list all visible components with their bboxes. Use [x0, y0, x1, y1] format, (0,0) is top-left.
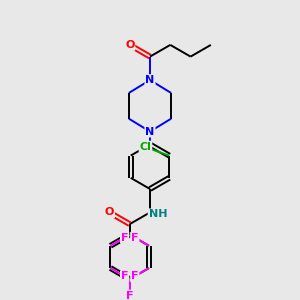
Text: F: F	[131, 232, 139, 243]
Text: F: F	[126, 291, 134, 300]
Text: F: F	[131, 271, 139, 281]
Text: O: O	[105, 207, 114, 218]
Text: F: F	[121, 271, 128, 281]
Text: N: N	[146, 75, 154, 85]
Text: F: F	[121, 232, 128, 243]
Text: N: N	[146, 127, 154, 136]
Text: O: O	[125, 40, 134, 50]
Text: NH: NH	[148, 209, 167, 219]
Text: Cl: Cl	[140, 142, 152, 152]
